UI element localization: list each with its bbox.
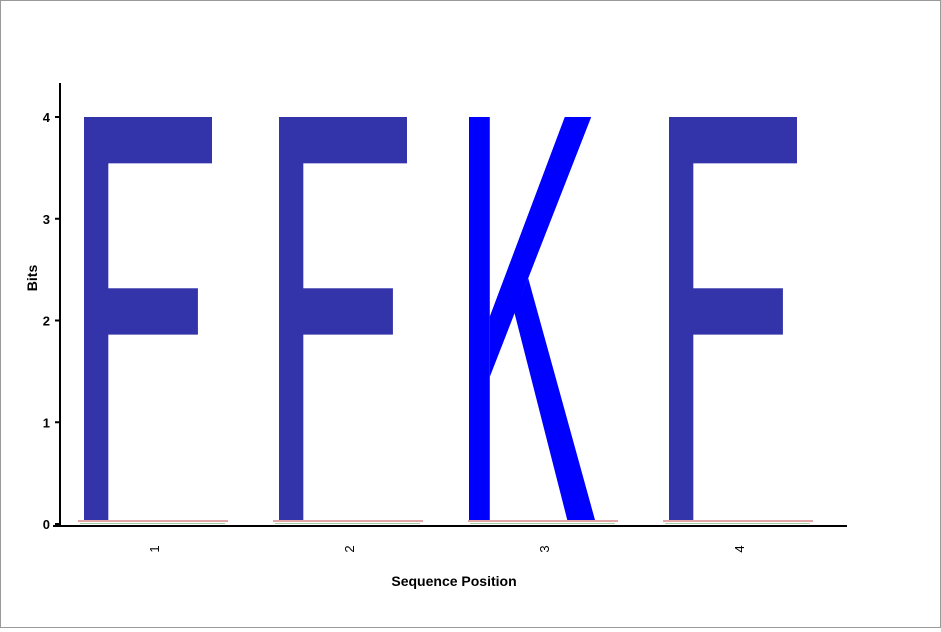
logo-letter-f-pos-1 xyxy=(78,117,228,524)
residual-letters-strip xyxy=(665,523,810,524)
glyph-k-stem xyxy=(469,117,490,520)
glyph-f-top-bar xyxy=(279,117,407,164)
glyph-f-top-bar xyxy=(669,117,797,164)
y-tick-label: 2 xyxy=(43,314,50,329)
residual-letters-strip xyxy=(468,520,618,522)
y-tick-label: 3 xyxy=(43,212,50,227)
residual-letters-strip xyxy=(78,520,228,522)
x-tick-label: 2 xyxy=(342,545,357,552)
glyph-f-top-bar xyxy=(84,117,212,164)
residual-letters-strip xyxy=(80,523,225,524)
x-tick-label: 1 xyxy=(147,545,162,552)
y-axis-title: Bits xyxy=(24,265,40,292)
logo-letter-f-pos-4 xyxy=(663,117,813,524)
y-tick-label: 0 xyxy=(43,517,50,532)
glyph-f-middle-bar xyxy=(279,288,393,335)
x-tick-label: 3 xyxy=(537,545,552,552)
residual-letters-strip xyxy=(273,520,423,522)
y-tick-label: 1 xyxy=(43,415,50,430)
x-tick-label: 4 xyxy=(732,545,747,552)
residual-letters-strip xyxy=(275,523,420,524)
residual-letters-strip xyxy=(663,520,813,522)
x-axis-title: Sequence Position xyxy=(391,573,516,589)
y-tick-label: 4 xyxy=(43,110,51,125)
logo-letter-k-pos-3 xyxy=(468,117,618,524)
glyph-k-lower-leg xyxy=(514,278,595,520)
glyph-f-middle-bar xyxy=(84,288,198,335)
glyph-f-middle-bar xyxy=(669,288,783,335)
logo-letter-f-pos-2 xyxy=(273,117,423,524)
residual-letters-strip xyxy=(470,523,615,524)
